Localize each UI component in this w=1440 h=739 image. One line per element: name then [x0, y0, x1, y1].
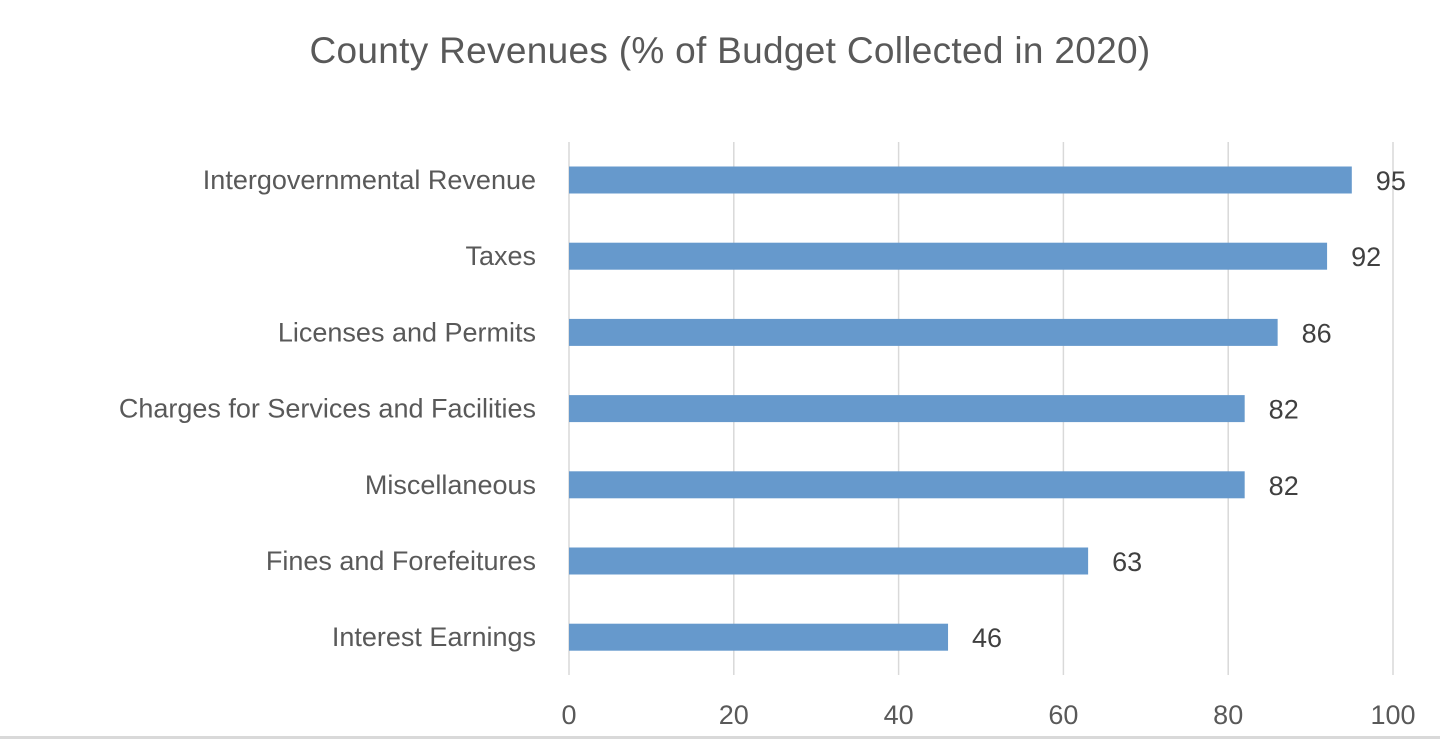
- bar: [569, 242, 1328, 270]
- category-label: Taxes: [465, 241, 536, 271]
- bar: [569, 395, 1245, 423]
- x-tick-label: 0: [561, 700, 576, 730]
- category-label: Licenses and Permits: [278, 317, 536, 347]
- category-label: Fines and Forefeitures: [266, 546, 536, 576]
- x-tick-label: 80: [1213, 700, 1243, 730]
- bar: [569, 623, 949, 651]
- data-label: 82: [1269, 395, 1299, 425]
- category-label: Miscellaneous: [365, 470, 536, 500]
- bar: [569, 547, 1089, 575]
- data-label: 92: [1351, 242, 1381, 272]
- x-tick-label: 20: [719, 700, 749, 730]
- bar: [569, 318, 1278, 346]
- bottom-divider: [0, 736, 1440, 739]
- data-label: 86: [1302, 318, 1332, 348]
- data-label: 95: [1376, 166, 1406, 196]
- bar: [569, 471, 1245, 499]
- data-label: 46: [972, 623, 1002, 653]
- category-label: Intergovernmental Revenue: [203, 165, 536, 195]
- x-tick-label: 40: [884, 700, 914, 730]
- category-label: Charges for Services and Facilities: [119, 394, 536, 424]
- bar: [569, 166, 1352, 194]
- data-label: 63: [1112, 547, 1142, 577]
- x-tick-label: 100: [1370, 700, 1415, 730]
- data-label: 82: [1269, 471, 1299, 501]
- x-tick-label: 60: [1048, 700, 1078, 730]
- category-label: Interest Earnings: [332, 622, 536, 652]
- chart-title: County Revenues (% of Budget Collected i…: [309, 30, 1151, 71]
